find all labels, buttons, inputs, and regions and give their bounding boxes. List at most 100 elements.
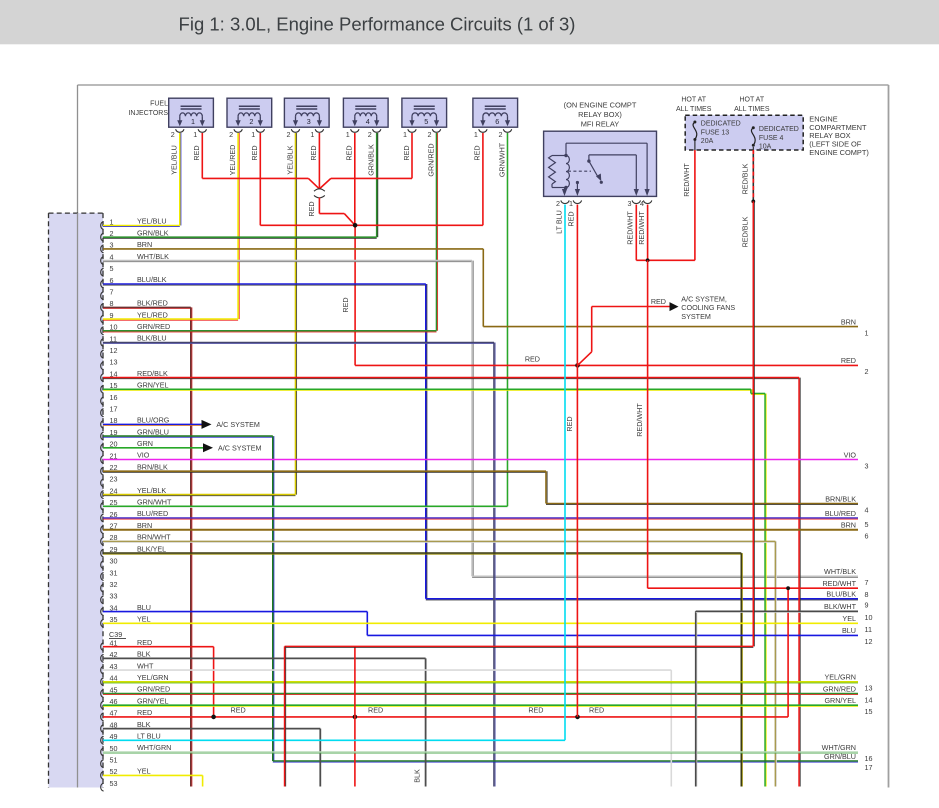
svg-text:A/C SYSTEM: A/C SYSTEM xyxy=(218,443,262,452)
svg-text:1: 1 xyxy=(191,117,195,126)
svg-text:COOLING FANS: COOLING FANS xyxy=(681,303,735,312)
svg-text:16: 16 xyxy=(110,393,118,402)
svg-text:24: 24 xyxy=(110,486,118,495)
svg-text:WHT/GRN: WHT/GRN xyxy=(137,743,171,752)
svg-text:21: 21 xyxy=(110,451,118,460)
svg-text:BLK/BLU: BLK/BLU xyxy=(137,334,167,343)
svg-text:RELAY BOX): RELAY BOX) xyxy=(578,110,622,119)
svg-text:BLK: BLK xyxy=(137,720,151,729)
svg-text:ALL TIMES: ALL TIMES xyxy=(734,106,770,113)
svg-text:BLK: BLK xyxy=(413,769,422,783)
svg-text:3: 3 xyxy=(307,117,311,126)
svg-text:6: 6 xyxy=(865,532,869,541)
svg-text:9: 9 xyxy=(865,601,869,610)
svg-text:15: 15 xyxy=(865,707,873,716)
svg-text:VIO: VIO xyxy=(137,451,150,460)
svg-text:RED/BLK: RED/BLK xyxy=(741,163,750,194)
svg-text:BLK: BLK xyxy=(137,650,151,659)
svg-text:HOT AT: HOT AT xyxy=(739,97,764,104)
svg-text:6: 6 xyxy=(110,276,114,285)
svg-text:1: 1 xyxy=(110,217,114,226)
svg-text:50: 50 xyxy=(110,744,118,753)
svg-text:RED: RED xyxy=(137,708,152,717)
svg-text:29: 29 xyxy=(110,545,118,554)
svg-text:33: 33 xyxy=(110,592,118,601)
svg-text:BLU: BLU xyxy=(137,603,151,612)
svg-text:RED: RED xyxy=(309,145,318,160)
svg-text:GRN/RED: GRN/RED xyxy=(426,143,435,176)
svg-text:13: 13 xyxy=(865,684,873,693)
svg-text:BLU/RED: BLU/RED xyxy=(137,509,168,518)
svg-text:4: 4 xyxy=(366,117,370,126)
svg-text:BRN/WHT: BRN/WHT xyxy=(137,533,171,542)
svg-text:3: 3 xyxy=(865,461,869,470)
svg-text:1: 1 xyxy=(251,130,255,139)
svg-text:7: 7 xyxy=(110,288,114,297)
svg-text:RELAY BOX: RELAY BOX xyxy=(809,131,850,140)
svg-text:17: 17 xyxy=(865,763,873,772)
svg-text:FUEL: FUEL xyxy=(150,101,168,108)
svg-text:RED/WHT: RED/WHT xyxy=(822,579,856,588)
svg-text:7: 7 xyxy=(865,578,869,587)
svg-text:FUSE 13: FUSE 13 xyxy=(701,129,730,136)
svg-text:1: 1 xyxy=(474,130,478,139)
svg-text:RED: RED xyxy=(368,706,383,715)
svg-text:RED/BLK: RED/BLK xyxy=(137,369,168,378)
svg-text:13: 13 xyxy=(110,358,118,367)
svg-text:BLU/ORG: BLU/ORG xyxy=(137,416,170,425)
svg-text:WHT/BLK: WHT/BLK xyxy=(824,567,856,576)
svg-text:19: 19 xyxy=(110,428,118,437)
svg-text:RED: RED xyxy=(567,211,576,226)
svg-text:18: 18 xyxy=(110,416,118,425)
svg-text:44: 44 xyxy=(110,674,118,683)
svg-text:YEL: YEL xyxy=(137,767,151,776)
svg-text:BRN/BLK: BRN/BLK xyxy=(137,462,168,471)
svg-text:RED: RED xyxy=(137,638,152,647)
svg-text:YEL/RED: YEL/RED xyxy=(228,145,237,176)
svg-text:26: 26 xyxy=(110,510,118,519)
svg-text:YEL: YEL xyxy=(842,614,856,623)
svg-text:51: 51 xyxy=(110,756,118,765)
svg-text:SYSTEM: SYSTEM xyxy=(681,312,711,321)
svg-text:(LEFT SIDE OF: (LEFT SIDE OF xyxy=(809,140,862,149)
svg-text:(ON ENGINE COMPT: (ON ENGINE COMPT xyxy=(564,101,637,110)
svg-text:GRN/RED: GRN/RED xyxy=(137,322,170,331)
svg-text:RED: RED xyxy=(231,706,246,715)
svg-text:A/C SYSTEM: A/C SYSTEM xyxy=(216,420,260,429)
svg-text:GRN/BLK: GRN/BLK xyxy=(367,144,376,176)
svg-text:35: 35 xyxy=(110,615,118,624)
svg-text:MFI RELAY: MFI RELAY xyxy=(581,119,620,128)
svg-text:RED: RED xyxy=(473,145,482,160)
svg-text:GRN/WHT: GRN/WHT xyxy=(497,142,506,177)
svg-text:1: 1 xyxy=(569,199,573,208)
svg-text:3: 3 xyxy=(628,199,632,208)
svg-text:GRN/RED: GRN/RED xyxy=(137,685,170,694)
svg-text:1: 1 xyxy=(346,130,350,139)
svg-text:YEL/BLK: YEL/BLK xyxy=(137,486,166,495)
svg-text:2: 2 xyxy=(287,130,291,139)
svg-text:RED: RED xyxy=(345,145,354,160)
svg-text:YEL/GRN: YEL/GRN xyxy=(824,673,856,682)
svg-text:20: 20 xyxy=(110,440,118,449)
svg-text:14: 14 xyxy=(865,695,873,704)
svg-text:2: 2 xyxy=(368,130,372,139)
svg-text:BLU/BLK: BLU/BLK xyxy=(137,275,167,284)
svg-text:RED: RED xyxy=(651,297,666,306)
svg-text:41: 41 xyxy=(110,639,118,648)
svg-text:32: 32 xyxy=(110,580,118,589)
svg-text:RED/WHT: RED/WHT xyxy=(637,211,646,245)
svg-text:BRN: BRN xyxy=(137,240,152,249)
svg-text:28: 28 xyxy=(110,533,118,542)
svg-text:10: 10 xyxy=(110,323,118,332)
svg-text:WHT: WHT xyxy=(137,661,154,670)
svg-text:BLU/BLK: BLU/BLK xyxy=(826,590,856,599)
svg-text:COMPARTMENT: COMPARTMENT xyxy=(809,123,867,132)
svg-text:GRN/BLU: GRN/BLU xyxy=(137,427,169,436)
svg-text:46: 46 xyxy=(110,697,118,706)
svg-text:BLU: BLU xyxy=(842,626,856,635)
svg-text:27: 27 xyxy=(110,522,118,531)
svg-text:GRN/BLK: GRN/BLK xyxy=(137,228,169,237)
svg-text:RED/WHT: RED/WHT xyxy=(626,211,635,245)
svg-text:47: 47 xyxy=(110,709,118,718)
svg-text:A/C SYSTEM,: A/C SYSTEM, xyxy=(681,295,727,304)
